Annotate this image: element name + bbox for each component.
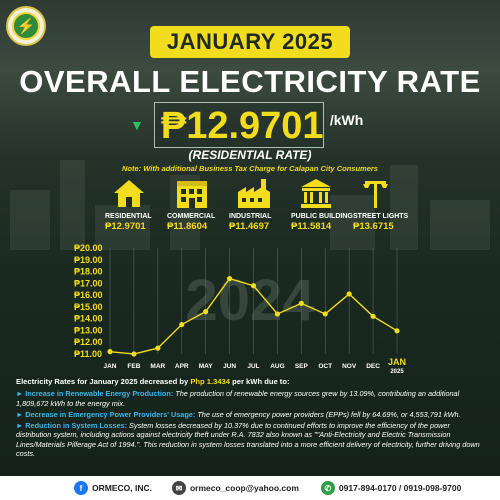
x-tick-label: JUN [223,363,236,370]
category-name: INDUSTRIAL [229,213,272,220]
data-point [179,321,185,328]
factory-icon [238,179,270,208]
category-value: ₱11.4697 [229,221,270,232]
data-point [322,311,328,317]
category-street-lights: STREET LIGHTS ₱13.6715 [353,178,423,232]
x-tick-label: MAR [150,363,165,370]
phone-icon: ✆ [320,481,335,495]
facebook-icon: f [74,481,88,495]
street-light-icon [363,181,388,208]
rate-unit: /kWh [329,112,364,128]
data-point [226,276,233,282]
data-point [250,283,257,289]
data-point [346,291,352,297]
messenger-icon: ✉ [171,481,186,495]
category-value: ₱12.9701 [105,221,146,232]
data-point [298,300,304,306]
lightning-icon: ⚡ [12,12,40,40]
category-value: ₱11.5814 [291,221,332,232]
summary-item: ► Reduction in System Losses: System los… [16,421,486,458]
category-residential: RESIDENTIAL ₱12.9701 [105,178,175,232]
email-contact[interactable]: ✉ ormeco_coop@yahoo.com [171,481,299,495]
y-tick-label: ₱17.00 [74,278,103,288]
data-point [155,345,161,351]
summary-item-text: The use of emergency power providers (EP… [195,409,461,419]
summary-item-label: Decrease in Emergency Power Providers' U… [25,409,196,419]
y-tick-label: ₱20.00 [74,243,103,253]
rate-summary: Electricity Rates for January 2025 decre… [16,377,486,460]
data-point [131,351,137,357]
rate-subtitle: (RESIDENTIAL RATE) [188,148,312,162]
ormeco-logo: ⚡ [6,6,46,46]
summary-item-label: Reduction in System Losses: [25,421,128,431]
x-tick-label: JAN [103,363,116,370]
category-value: ₱13.6715 [353,221,394,232]
rate-trend-chart: 2024 ₱11.00 ₱12.00 ₱13.00₱14.00 ₱15.00 ₱16.0… [74,243,406,375]
y-tick-label: ₱18.00 [74,267,103,277]
data-point [274,311,281,317]
footer-contacts: f ORMECO, INC. ✉ ormeco_coop@yahoo.com ✆… [0,476,500,500]
public-building-icon [301,179,331,208]
arrow-bullet-icon: ► [16,421,26,431]
month-banner: JANUARY 2025 [150,26,350,58]
data-point [394,328,400,334]
house-icon [114,180,144,207]
x-tick-label: AUG [270,363,284,370]
data-point [107,349,113,355]
category-public-building: PUBLIC BUILDING ₱11.5814 [291,178,361,232]
x-tick-year: 2025 [390,369,404,375]
summary-item-text: System losses decreased by 10.37% due to… [16,421,480,459]
category-commercial: COMMERCIAL ₱11.8604 [167,178,237,232]
arrow-bullet-icon: ► [16,389,26,399]
category-name: COMMERCIAL [167,213,216,220]
rate-row: ▼ ₱12.9701 /kWh [130,100,363,150]
commercial-building-icon [177,181,207,208]
page-title: OVERALL ELECTRICITY RATE [19,64,481,99]
summary-heading-text: Electricity Rates for January 2025 decre… [16,377,191,386]
category-industrial: INDUSTRIAL ₱11.4697 [229,178,299,232]
phone-numbers: 0917-894-0170 / 0919-098-9700 [338,483,462,493]
x-tick-label: OCT [318,363,332,370]
data-point [203,309,209,315]
summary-heading-tail: per kWh due to: [230,377,290,386]
x-tick-label: JAN [388,357,406,367]
facebook-contact[interactable]: f ORMECO, INC. [74,481,152,495]
summary-item-label: Increase in Renewable Energy Production: [25,389,174,399]
email-address: ormeco_coop@yahoo.com [189,483,299,493]
category-rates: RESIDENTIAL ₱12.9701 COMMERCIAL ₱11.8604… [95,178,420,242]
summary-heading-amount: Php 1.3434 [190,377,231,386]
x-tick-label: APR [175,363,189,370]
category-value: ₱11.8604 [167,221,208,232]
chart-watermark-year: 2024 [185,268,314,333]
category-name: RESIDENTIAL [105,213,152,220]
y-tick-label: ₱19.00 [74,255,103,265]
arrow-bullet-icon: ► [16,409,26,419]
y-tick-label: ₱15.00 [74,302,103,312]
summary-item-text: The production of renewable energy sourc… [16,389,460,408]
data-point [370,313,376,319]
facebook-name: ORMECO, INC. [92,483,152,493]
x-tick-label: NOV [342,363,357,370]
x-tick-label: FEB [127,363,140,370]
y-tick-label: ₱14.00 [74,314,103,324]
overall-rate-value: ₱12.9701 [153,102,324,148]
rate-note: Note: With additional Business Tax Charg… [122,164,378,173]
x-tick-label: JUL [247,363,259,370]
y-tick-label: ₱11.00 [74,349,102,359]
x-tick-label: SEP [295,363,309,370]
down-arrow-icon: ▼ [130,117,144,133]
y-tick-label: ₱13.00 [74,325,103,335]
category-name: PUBLIC BUILDING [291,213,353,220]
y-tick-label: ₱12.00 [74,337,103,347]
category-name: STREET LIGHTS [353,213,409,220]
summary-item: ► Increase in Renewable Energy Productio… [16,389,486,408]
x-tick-label: MAY [199,363,214,370]
summary-item: ► Decrease in Emergency Power Providers'… [16,410,486,419]
y-tick-label: ₱16.00 [74,290,103,300]
x-tick-label: DEC [366,363,380,370]
phone-contact[interactable]: ✆ 0917-894-0170 / 0919-098-9700 [320,481,462,495]
summary-heading: Electricity Rates for January 2025 decre… [16,377,486,386]
